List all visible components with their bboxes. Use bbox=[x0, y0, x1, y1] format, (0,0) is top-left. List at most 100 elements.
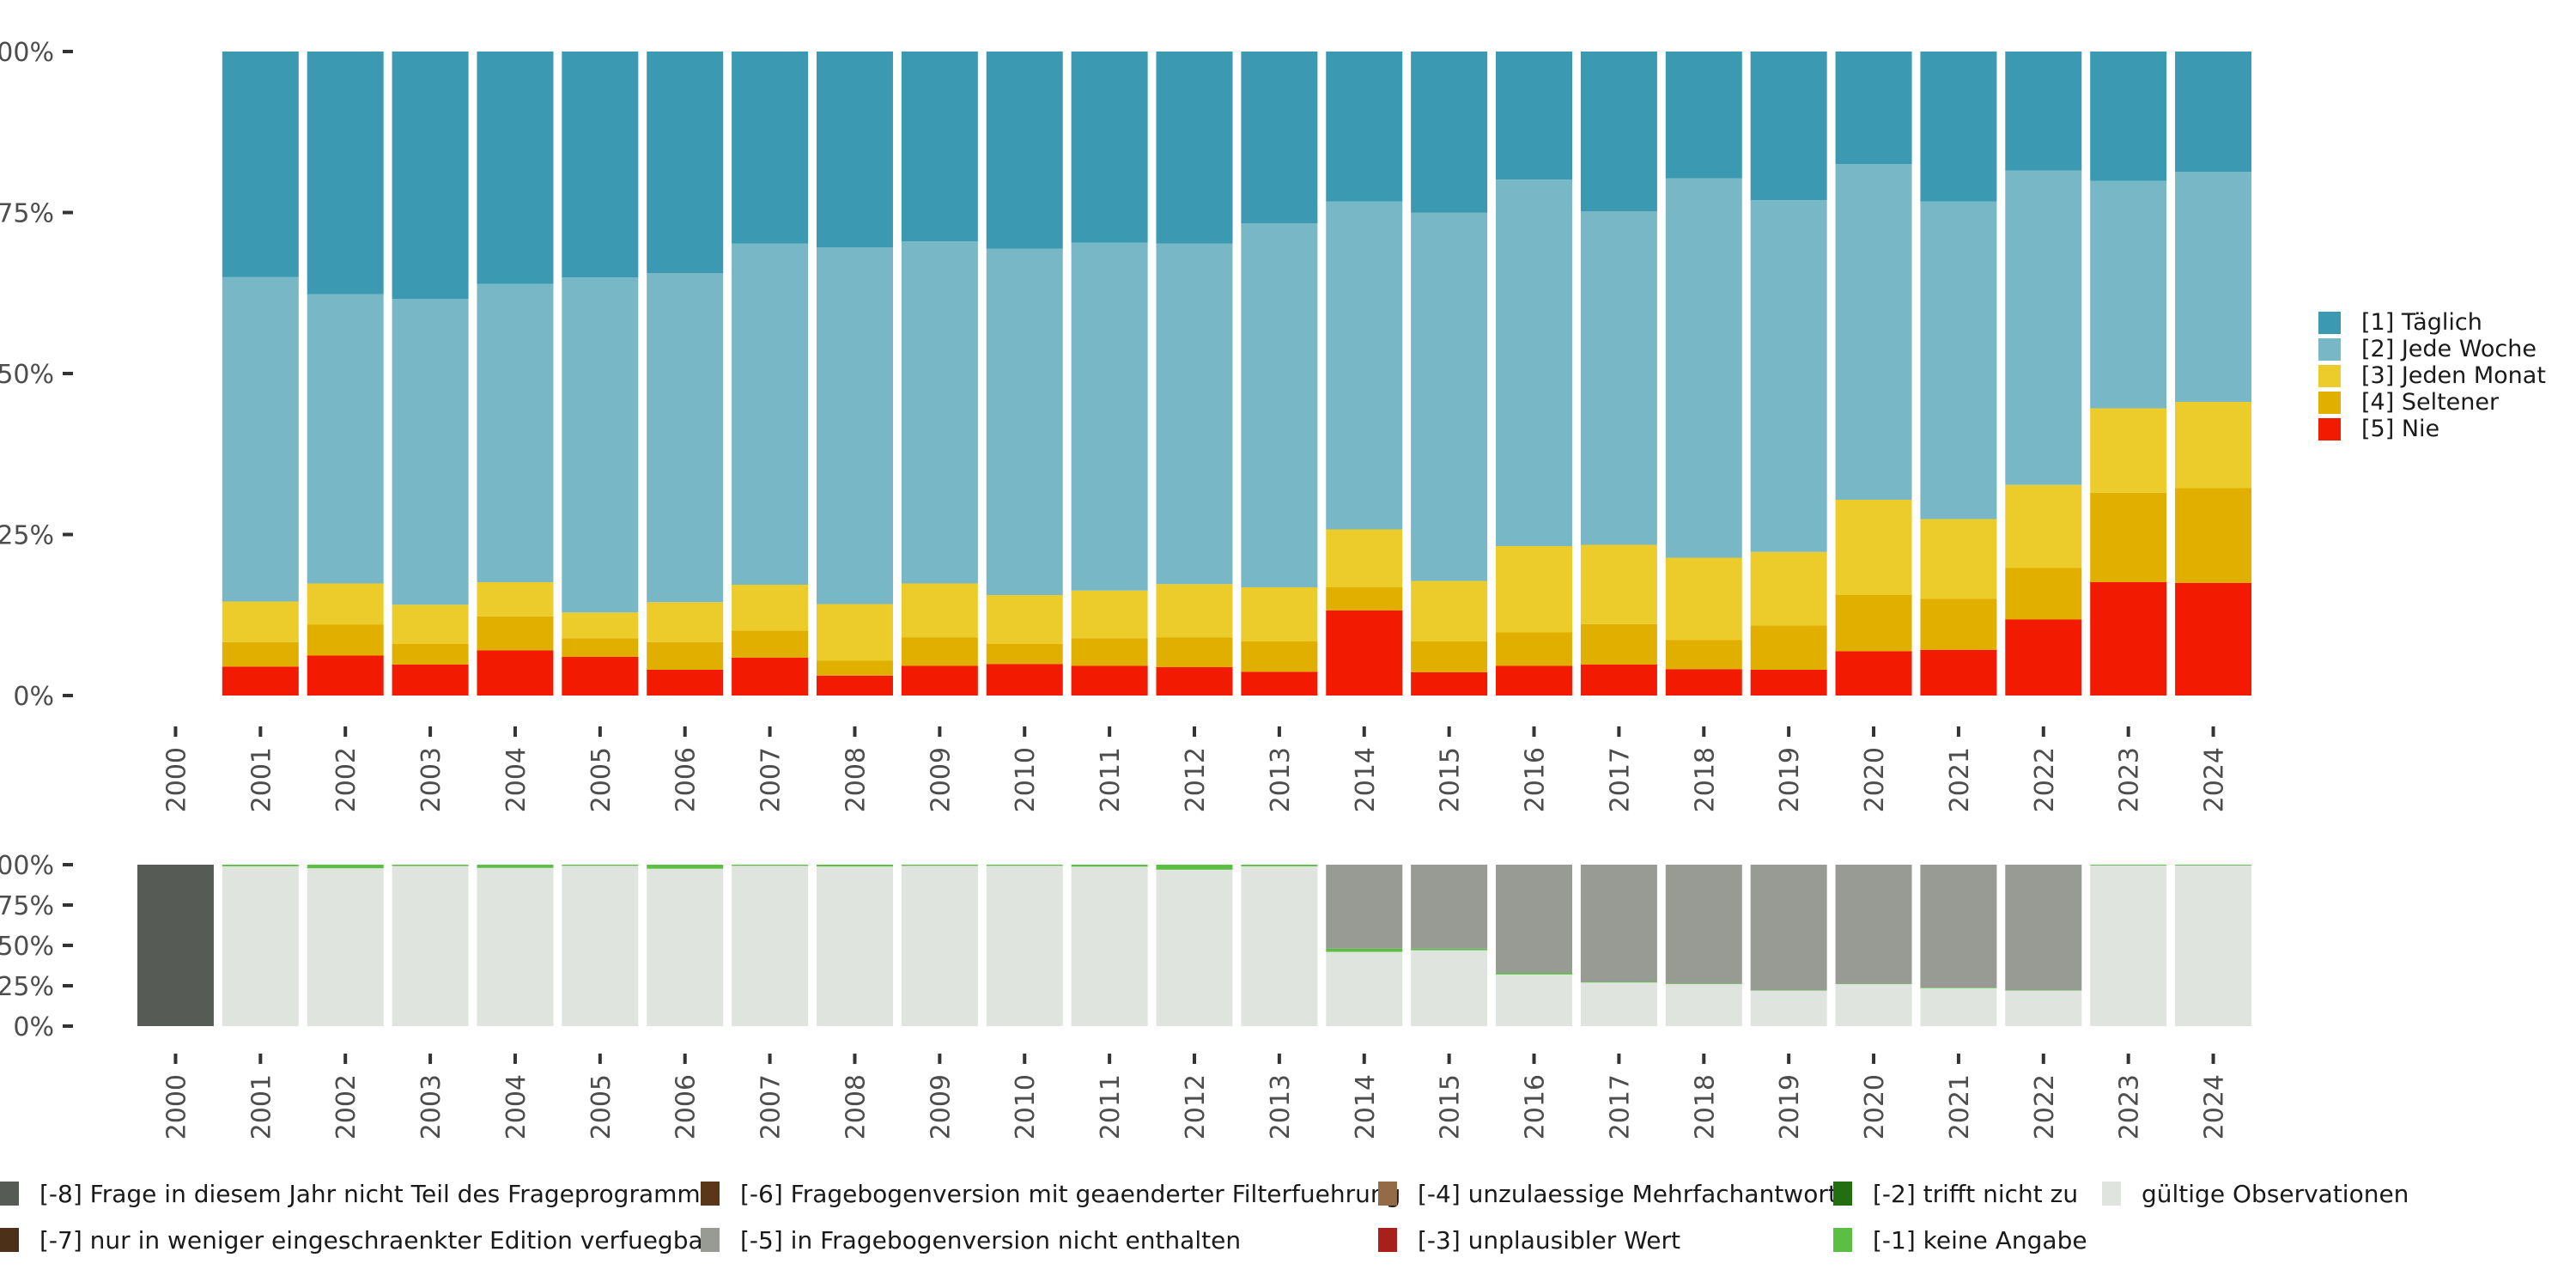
legend-item-minus8: [-8] Frage in diesem Jahr nicht Teil des… bbox=[0, 1176, 713, 1211]
bar-segment-2015-5-nie bbox=[1411, 672, 1488, 696]
bar-segment-2022-4-seltener bbox=[2005, 568, 2082, 620]
bar-segment-2014-3-jeden-monat bbox=[1326, 529, 1403, 587]
y-tick-label: 0% bbox=[13, 682, 54, 712]
bar-segment-2003-1-keine-angabe bbox=[392, 865, 469, 866]
bar-segment-2022-3-jeden-monat bbox=[2005, 484, 2082, 568]
x-tick-label: 2011 bbox=[1096, 747, 1126, 812]
x-tick-label: 2011 bbox=[1096, 1074, 1126, 1139]
x-tick-label: 2013 bbox=[1266, 1074, 1296, 1139]
legend-label: [-7] nur in weniger eingeschraenkter Edi… bbox=[39, 1225, 714, 1255]
legend-item-jeden-monat: [3] Jeden Monat bbox=[2318, 362, 2546, 389]
bar-segment-2003-g-ltige-observationen bbox=[392, 866, 469, 1026]
bar-segment-2014-1-t-glich bbox=[1326, 52, 1403, 202]
legend-swatch bbox=[0, 1182, 19, 1206]
bar-segment-2009-g-ltige-observationen bbox=[901, 866, 978, 1026]
legend-label: [4] Seltener bbox=[2361, 389, 2500, 416]
bar-segment-2014-5-in-fragebogenversion-nicht-enthalten bbox=[1326, 865, 1403, 949]
bar-segment-2002-3-jeden-monat bbox=[307, 583, 384, 625]
bar-segment-2001-2-jede-woche bbox=[222, 276, 299, 602]
bar-segment-2011-g-ltige-observationen bbox=[1071, 866, 1148, 1026]
bar-segment-2015-2-jede-woche bbox=[1411, 212, 1488, 581]
legend-swatch bbox=[1378, 1182, 1397, 1206]
bar-segment-2012-3-jeden-monat bbox=[1156, 584, 1233, 638]
missing-values-legend: [-8] Frage in diesem Jahr nicht Teil des… bbox=[0, 1176, 2576, 1271]
x-tick-label: 2001 bbox=[246, 747, 276, 812]
x-tick-label: 2021 bbox=[1945, 1074, 1975, 1139]
bar-segment-2022-1-t-glich bbox=[2005, 52, 2082, 171]
y-tick-label: 100% bbox=[0, 851, 54, 881]
bar-segment-2024-5-nie bbox=[2175, 582, 2252, 696]
bar-segment-2008-1-t-glich bbox=[816, 52, 893, 247]
x-tick-label: 2008 bbox=[841, 747, 871, 812]
legend-swatch bbox=[2318, 311, 2341, 334]
bar-segment-2010-2-jede-woche bbox=[986, 248, 1063, 595]
bar-segment-2006-5-nie bbox=[647, 670, 724, 696]
legend-item-minus3: [-3] unplausibler Wert bbox=[1378, 1223, 1680, 1257]
bar-segment-2021-3-jeden-monat bbox=[1920, 519, 1997, 599]
legend-item-jede-woche: [2] Jede Woche bbox=[2318, 336, 2546, 362]
bar-segment-2019-5-in-fragebogenversion-nicht-enthalten bbox=[1750, 865, 1827, 991]
legend-label: gültige Observationen bbox=[2142, 1179, 2409, 1208]
x-tick-label: 2009 bbox=[926, 747, 956, 812]
bar-segment-2001-4-seltener bbox=[222, 641, 299, 667]
bar-segment-2012-1-t-glich bbox=[1156, 52, 1233, 244]
x-tick-label: 2024 bbox=[2200, 747, 2230, 812]
bar-segment-2020-5-nie bbox=[1835, 651, 1912, 696]
x-tick-label: 2006 bbox=[671, 747, 702, 812]
bar-segment-2003-1-t-glich bbox=[392, 52, 469, 299]
bar-segment-2016-g-ltige-observationen bbox=[1496, 974, 1573, 1026]
x-tick-label: 2012 bbox=[1181, 1074, 1211, 1139]
bar-segment-2007-1-t-glich bbox=[732, 52, 809, 244]
legend-label: [-1] keine Angabe bbox=[1873, 1225, 2087, 1255]
legend-swatch bbox=[1833, 1182, 1852, 1206]
bar-segment-2019-5-nie bbox=[1750, 670, 1827, 696]
bar-segment-2015-3-jeden-monat bbox=[1411, 580, 1488, 641]
legend-label: [-3] unplausibler Wert bbox=[1418, 1225, 1680, 1255]
y-tick-label: 0% bbox=[13, 1012, 54, 1042]
bar-segment-2015-1-t-glich bbox=[1411, 52, 1488, 213]
x-tick-label: 2005 bbox=[586, 1074, 617, 1139]
bar-segment-2022-1-keine-angabe bbox=[2005, 990, 2082, 991]
bar-segment-2001-1-keine-angabe bbox=[222, 865, 299, 866]
bar-segment-2013-4-seltener bbox=[1241, 641, 1318, 672]
x-tick-label: 2005 bbox=[586, 747, 617, 812]
bar-segment-2016-1-t-glich bbox=[1496, 52, 1573, 180]
bar-segment-2004-g-ltige-observationen bbox=[477, 867, 554, 1026]
legend-item-minus4: [-4] unzulaessige Mehrfachantwort bbox=[1378, 1176, 1838, 1211]
bar-segment-2002-2-jede-woche bbox=[307, 294, 384, 584]
bar-segment-2023-5-nie bbox=[2090, 582, 2167, 696]
bar-segment-2006-1-keine-angabe bbox=[647, 865, 724, 869]
x-tick-label: 2018 bbox=[1690, 747, 1720, 812]
x-tick-label: 2020 bbox=[1860, 1074, 1890, 1139]
bar-segment-2007-5-nie bbox=[732, 657, 809, 696]
bar-segment-2010-1-t-glich bbox=[986, 52, 1063, 249]
bar-segment-2003-5-nie bbox=[392, 665, 469, 696]
main-stacked-bar-chart: 0% 25% 50% 75% 100% 2000 2001 2002 2003 2004 2005 2… bbox=[0, 38, 2252, 812]
x-tick-label: 2010 bbox=[1011, 747, 1041, 812]
bar-segment-2002-1-t-glich bbox=[307, 52, 384, 295]
bar-segment-2012-5-nie bbox=[1156, 667, 1233, 696]
bar-segment-2013-g-ltige-observationen bbox=[1241, 866, 1318, 1026]
bar-segment-2021-5-nie bbox=[1920, 649, 1997, 696]
legend-label: [-4] unzulaessige Mehrfachantwort bbox=[1418, 1179, 1838, 1208]
bar-segment-2019-3-jeden-monat bbox=[1750, 551, 1827, 626]
x-tick-label: 2000 bbox=[161, 747, 191, 812]
legend-swatch bbox=[2102, 1182, 2121, 1206]
bar-segment-2008-5-nie bbox=[816, 675, 893, 696]
bar-segment-2023-1-t-glich bbox=[2090, 52, 2167, 181]
bar-segment-2003-3-jeden-monat bbox=[392, 605, 469, 644]
y-tick-label: 25% bbox=[0, 521, 54, 551]
legend-swatch bbox=[2318, 337, 2341, 361]
bar-segment-2014-5-nie bbox=[1326, 611, 1403, 696]
bar-segment-2015-4-seltener bbox=[1411, 641, 1488, 672]
bar-segment-2004-5-nie bbox=[477, 650, 554, 696]
x-tick-label: 2024 bbox=[2200, 1074, 2230, 1139]
bar-segment-2019-1-keine-angabe bbox=[1750, 990, 1827, 991]
legend-item-minus5: [-5] in Fragebogenversion nicht enthalte… bbox=[701, 1223, 1241, 1257]
bar-segment-2016-2-jede-woche bbox=[1496, 179, 1573, 546]
bar-segment-2005-1-keine-angabe bbox=[562, 865, 639, 866]
x-tick-label: 2018 bbox=[1690, 1074, 1720, 1139]
bar-segment-2007-3-jeden-monat bbox=[732, 585, 809, 631]
bar-segment-2006-4-seltener bbox=[647, 641, 724, 670]
bar-segment-2010-g-ltige-observationen bbox=[986, 866, 1063, 1026]
